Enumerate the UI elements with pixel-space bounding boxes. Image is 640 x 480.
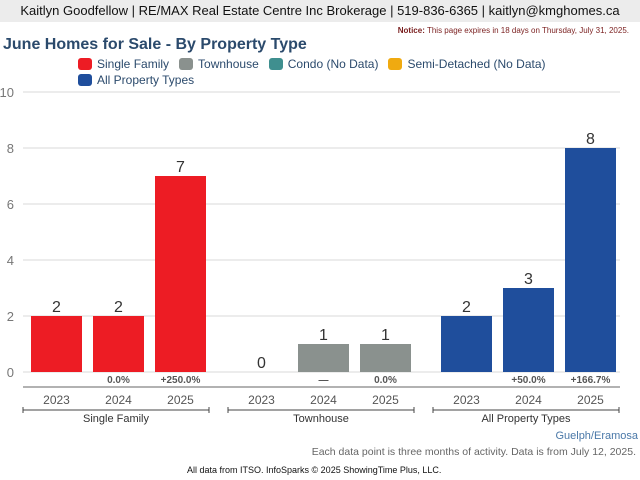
legend-item-all-property-types[interactable]: All Property Types [78, 73, 194, 87]
change-label: — [319, 375, 329, 386]
legend-swatch-all-property-types [78, 74, 92, 86]
change-label: +166.7% [571, 375, 611, 386]
bar-value-label: 0 [257, 355, 266, 372]
change-label: 0.0% [107, 375, 130, 386]
legend-label: Condo (No Data) [287, 57, 379, 71]
y-tick-label: 4 [7, 253, 14, 268]
bar [441, 316, 492, 372]
bar [360, 344, 411, 372]
group-label: Single Family [83, 413, 150, 425]
x-tick-label: 2024 [515, 393, 542, 407]
legend-swatch-condo [268, 58, 283, 70]
legend-item-townhouse[interactable]: Townhouse [179, 57, 259, 71]
change-label: 0.0% [374, 375, 397, 386]
y-tick-label: 0 [7, 365, 14, 380]
y-tick-label: 10 [0, 85, 14, 100]
legend-item-semi-detached[interactable]: Semi-Detached (No Data) [388, 57, 546, 71]
bar [31, 316, 82, 372]
group-label: All Property Types [481, 413, 571, 425]
legend-label: Single Family [97, 57, 170, 71]
group-label: Townhouse [293, 413, 349, 425]
bar [565, 148, 616, 372]
notice-text: This page expires in 18 days on Thursday… [424, 26, 629, 35]
legend-label: Townhouse [198, 57, 259, 71]
legend-swatch-single-family [78, 58, 92, 70]
agent-contact-header: Kaitlyn Goodfellow | RE/MAX Real Estate … [0, 0, 640, 22]
y-tick-label: 8 [7, 141, 14, 156]
x-tick-label: 2023 [248, 393, 275, 407]
x-tick-label: 2023 [453, 393, 480, 407]
bar-chart: 02468102202320.0%20247+250.0%2025Single … [0, 85, 620, 425]
bar-value-label: 7 [176, 159, 185, 176]
bar [93, 316, 144, 372]
bar [298, 344, 349, 372]
bar [503, 288, 554, 372]
legend-label: All Property Types [97, 73, 195, 87]
notice-label: Notice: [397, 26, 425, 35]
chart-title: June Homes for Sale - By Property Type [3, 36, 307, 53]
legend-label: Semi-Detached (No Data) [407, 57, 546, 71]
bar-value-label: 8 [586, 131, 595, 148]
x-tick-label: 2025 [167, 393, 194, 407]
bar-value-label: 2 [52, 299, 61, 316]
region-label: Guelph/Eramosa [555, 430, 638, 442]
x-tick-label: 2024 [105, 393, 132, 407]
legend-row-1: Single Family Townhouse Condo (No Data) … [78, 56, 638, 72]
bar-value-label: 2 [114, 299, 123, 316]
y-tick-label: 6 [7, 197, 14, 212]
legend-swatch-semi-detached [388, 58, 403, 70]
data-note: Each data point is three months of activ… [311, 446, 636, 458]
x-tick-label: 2023 [43, 393, 70, 407]
y-tick-label: 2 [7, 309, 14, 324]
legend-row-2: All Property Types [78, 72, 638, 88]
change-label: +50.0% [511, 375, 545, 386]
data-source-footer: All data from ITSO. InfoSparks © 2025 Sh… [187, 465, 442, 475]
change-label: +250.0% [161, 375, 201, 386]
legend-swatch-townhouse [179, 58, 194, 70]
chart-legend: Single Family Townhouse Condo (No Data) … [78, 56, 638, 88]
x-tick-label: 2025 [372, 393, 399, 407]
legend-item-condo[interactable]: Condo (No Data) [268, 57, 379, 71]
bar-value-label: 1 [381, 327, 390, 344]
expiry-notice: Notice: This page expires in 18 days on … [398, 26, 629, 35]
bar-value-label: 2 [462, 299, 471, 316]
bar [155, 176, 206, 372]
x-tick-label: 2025 [577, 393, 604, 407]
bar-value-label: 1 [319, 327, 328, 344]
legend-item-single-family[interactable]: Single Family [78, 57, 169, 71]
bar-value-label: 3 [524, 271, 533, 288]
x-tick-label: 2024 [310, 393, 337, 407]
